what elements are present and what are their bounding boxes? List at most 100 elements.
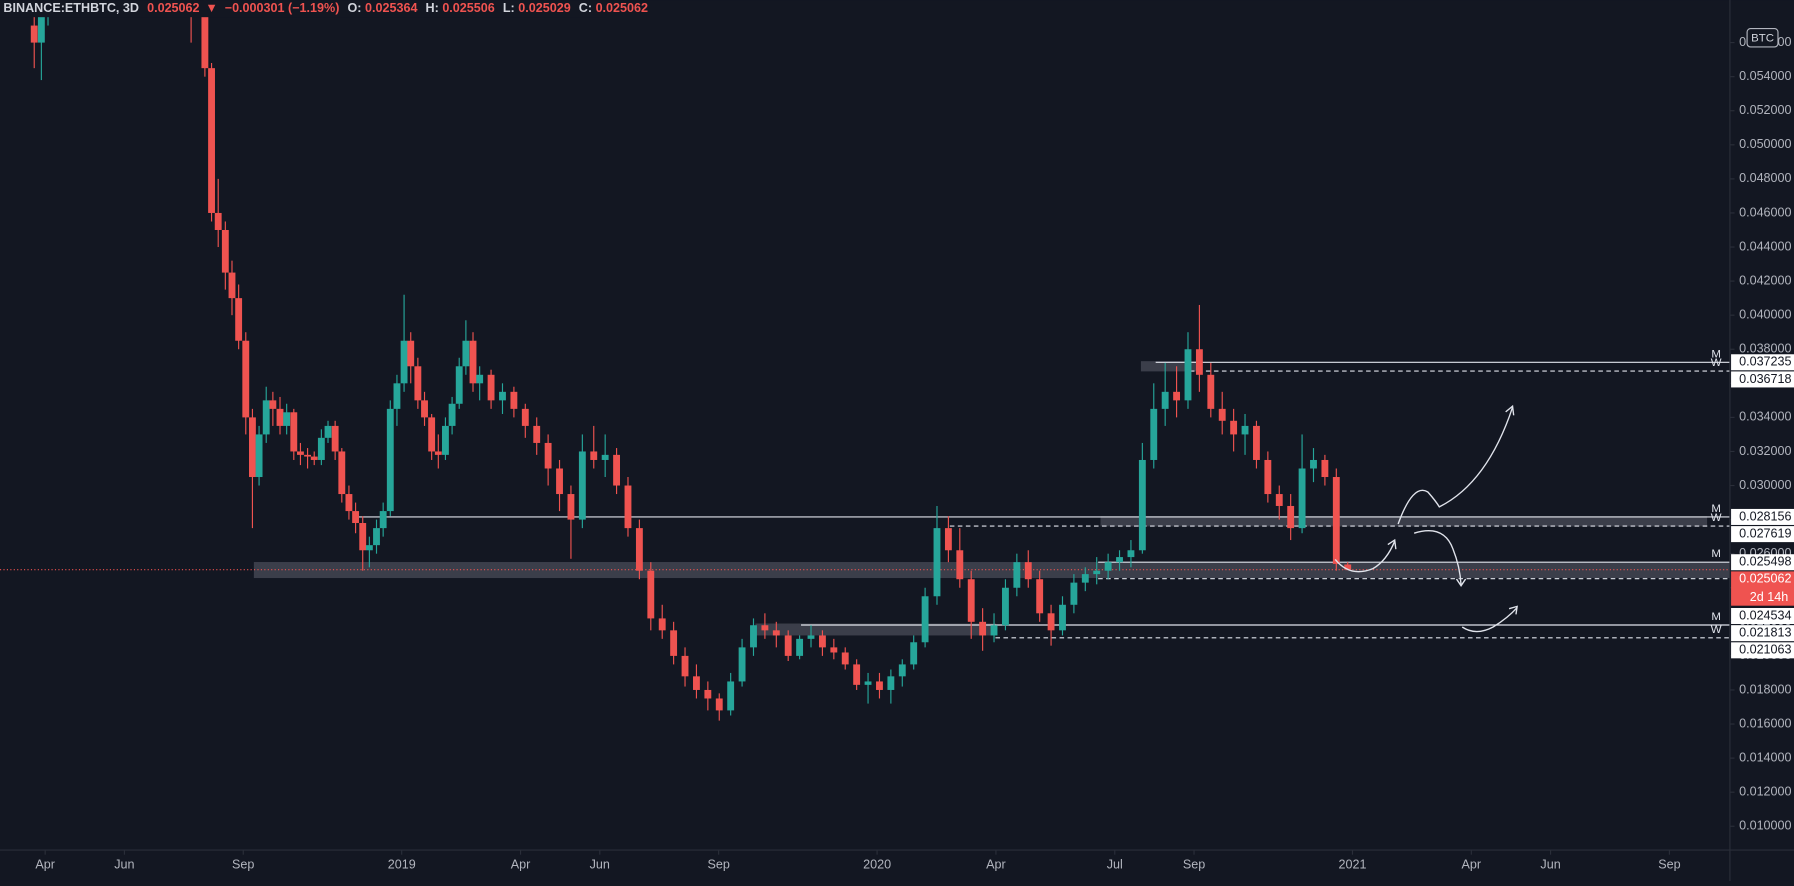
annotation-arrow [1461, 607, 1518, 633]
candle-body [428, 417, 436, 452]
candle-body [487, 374, 495, 401]
candle-body [290, 412, 298, 452]
candle-body [876, 681, 883, 690]
annotation-arrow [1397, 407, 1514, 525]
last-price: 0.025062 [147, 1, 199, 15]
candle-body [373, 528, 380, 546]
candle-body [310, 456, 318, 460]
candle-body [898, 664, 906, 677]
candle-body [221, 229, 229, 273]
change: −0.000301 (−1.19%) [225, 1, 340, 15]
candle-body [761, 625, 769, 631]
candle-body [1036, 579, 1044, 614]
candle-body [647, 570, 655, 619]
zone [253, 562, 1730, 579]
y-tick-label: 0.012000 [1739, 785, 1791, 799]
candle-body [921, 596, 929, 643]
x-tick-label: 2020 [863, 857, 891, 871]
level-price-box [1731, 508, 1794, 525]
candle-body [601, 454, 609, 460]
candle-body [1184, 349, 1192, 401]
level-tag: W [1711, 357, 1722, 369]
y-tick-label: 0.042000 [1739, 273, 1791, 287]
candle-body [208, 68, 215, 213]
annotation-arrow [1334, 540, 1396, 573]
candle-body [276, 408, 284, 426]
candle-body [331, 425, 339, 452]
candle-body [455, 366, 463, 404]
change-arrow: ▼ [205, 1, 217, 15]
x-tick-label: Jun [114, 857, 134, 871]
candle-body [693, 676, 700, 690]
candle-body [407, 340, 415, 367]
candle-body [590, 451, 598, 460]
candle-body [1116, 557, 1123, 563]
candle-body [434, 451, 442, 455]
x-tick-label: Sep [232, 857, 254, 871]
candle-body [1150, 408, 1158, 460]
symbol: BINANCE:ETHBTC, 3D [3, 1, 139, 15]
candle-body [750, 625, 757, 648]
level-price-box [1731, 642, 1794, 659]
candle-body [944, 528, 952, 551]
high-value: 0.025506 [442, 1, 494, 15]
high-label: H: [426, 1, 439, 15]
currency-badge [1746, 28, 1779, 48]
y-tick-label: 0.040000 [1739, 308, 1791, 322]
candle-body [304, 454, 312, 457]
candle-body [715, 698, 723, 711]
candle-body [521, 408, 529, 426]
candle-body [1264, 459, 1272, 495]
candle-body [499, 391, 506, 401]
candle-body [255, 434, 263, 478]
candle-body [1230, 420, 1238, 435]
x-tick-label: Apr [986, 857, 1006, 871]
level-tag: M [1711, 548, 1721, 560]
candle-body [635, 528, 643, 571]
candle-body [510, 391, 518, 409]
level-price-box [1731, 526, 1794, 543]
x-tick-label: 2021 [1338, 857, 1366, 871]
candle-body [37, 11, 45, 43]
candle-body [556, 468, 563, 495]
candle-body [807, 635, 815, 639]
level-price-label: 0.024534 [1739, 608, 1791, 622]
level-price-box [1731, 625, 1794, 642]
candle-body [365, 545, 373, 551]
candle-body [544, 442, 552, 469]
x-tick-label: 2019 [388, 857, 416, 871]
candle-body [670, 630, 678, 656]
level-price-label: 0.028156 [1739, 509, 1791, 523]
x-tick-label: Sep [1183, 857, 1205, 871]
candle-body [448, 403, 456, 426]
x-tick-label: Sep [1658, 857, 1680, 871]
candle-body [317, 437, 325, 460]
level-price-label: 0.027619 [1739, 526, 1791, 540]
candle-body [283, 412, 291, 426]
candle-body [967, 579, 975, 622]
candle-body [30, 25, 38, 43]
x-tick-label: Jun [1540, 857, 1560, 871]
y-tick-label: 0.038000 [1739, 342, 1791, 356]
candle-body [1081, 574, 1089, 583]
annotation-arrow [1413, 530, 1462, 585]
y-tick-label: 0.050000 [1739, 137, 1791, 151]
candle-body [201, 8, 209, 69]
candle-body [772, 630, 780, 636]
candle-body [1321, 459, 1329, 478]
x-tick-label: Sep [707, 857, 729, 871]
candle-body [727, 681, 735, 711]
candle-body [1013, 562, 1021, 588]
candle-body [1195, 349, 1203, 375]
x-tick-label: Jun [590, 857, 610, 871]
candle-body [297, 451, 304, 455]
candle-body [421, 400, 428, 418]
header: BINANCE:ETHBTC, 3D 0.025062 ▼ −0.000301 … [3, 1, 648, 15]
candle-body [235, 298, 243, 341]
candle-body [567, 494, 575, 520]
close-value: 0.025062 [596, 1, 648, 15]
candle-body [1070, 582, 1078, 605]
candle-body [956, 550, 964, 580]
